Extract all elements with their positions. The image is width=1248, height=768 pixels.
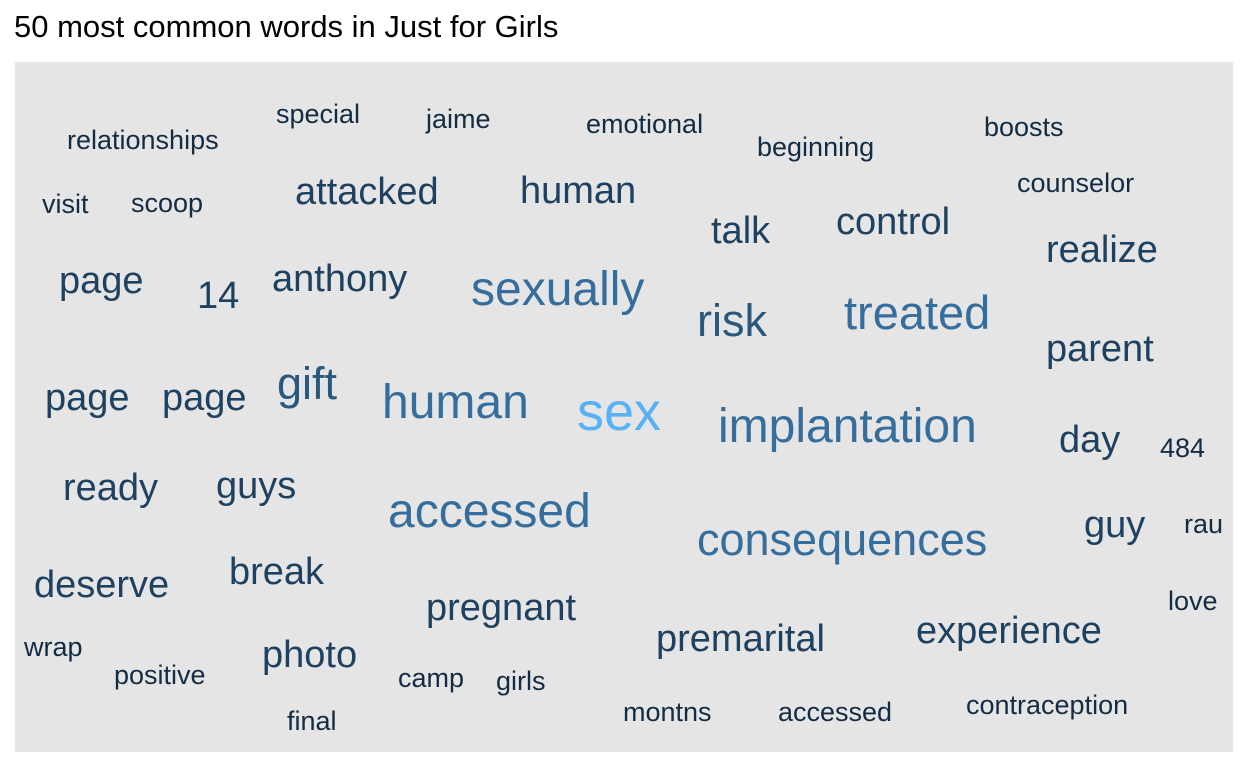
word-accessed: accessed: [778, 697, 892, 727]
word-deserve: deserve: [34, 564, 169, 606]
word-jaime: jaime: [425, 104, 491, 134]
word-page: page: [59, 260, 144, 302]
word-special: special: [276, 99, 360, 129]
word-counselor: counselor: [1017, 168, 1134, 198]
word-relationships: relationships: [67, 125, 219, 155]
word-anthony: anthony: [272, 258, 407, 300]
word-page: page: [162, 377, 247, 419]
word-visit: visit: [42, 189, 89, 219]
word-love: love: [1168, 586, 1218, 616]
word-risk: risk: [697, 295, 767, 346]
word-14: 14: [197, 275, 239, 317]
word-ready: ready: [63, 467, 158, 509]
word-guy: guy: [1084, 504, 1145, 546]
word-montns: montns: [623, 697, 712, 727]
word-talk: talk: [711, 210, 771, 252]
word-control: control: [836, 201, 950, 243]
word-scoop: scoop: [131, 188, 203, 218]
word-beginning: beginning: [757, 132, 874, 162]
word-final: final: [287, 706, 337, 736]
word-treated: treated: [844, 286, 990, 339]
word-break: break: [229, 551, 325, 593]
word-boosts: boosts: [984, 112, 1064, 142]
word-human: human: [520, 170, 636, 212]
word-gift: gift: [277, 358, 338, 409]
word-sexually: sexually: [471, 263, 644, 316]
word-pregnant: pregnant: [426, 587, 576, 629]
word-implantation: implantation: [718, 400, 977, 453]
word-camp: camp: [398, 663, 464, 693]
word-consequences: consequences: [697, 514, 987, 565]
word-emotional: emotional: [586, 109, 703, 139]
word-contraception: contraception: [966, 690, 1128, 720]
word-experience: experience: [916, 610, 1102, 652]
word-attacked: attacked: [295, 171, 439, 213]
word-484: 484: [1160, 433, 1205, 463]
word-premarital: premarital: [656, 618, 825, 660]
word-page: page: [45, 377, 130, 419]
word-rau: rau: [1184, 509, 1223, 539]
chart-title: 50 most common words in Just for Girls: [14, 9, 559, 44]
word-parent: parent: [1046, 328, 1154, 370]
word-photo: photo: [262, 634, 357, 676]
word-guys: guys: [216, 465, 296, 507]
word-positive: positive: [114, 660, 206, 690]
word-wrap: wrap: [23, 632, 83, 662]
word-human: human: [382, 376, 529, 429]
word-accessed: accessed: [388, 485, 591, 538]
word-day: day: [1059, 419, 1120, 461]
word-sex: sex: [577, 382, 661, 442]
plot-panel: [15, 62, 1233, 752]
word-realize: realize: [1046, 229, 1158, 271]
word-girls: girls: [496, 666, 546, 696]
